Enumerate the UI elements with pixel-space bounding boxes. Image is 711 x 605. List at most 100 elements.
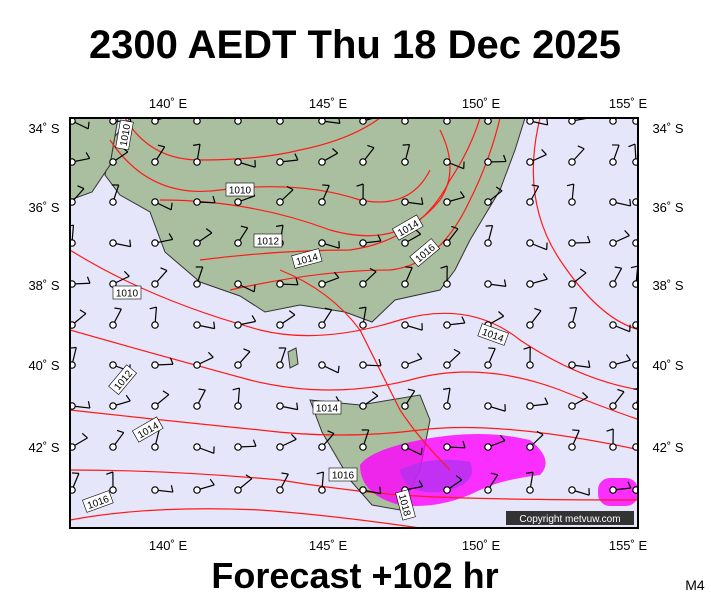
station bbox=[402, 199, 408, 205]
station bbox=[319, 281, 325, 287]
station bbox=[569, 159, 575, 165]
isobar-label: 1010 bbox=[113, 286, 141, 300]
model: M4 bbox=[685, 577, 705, 593]
lon-label-top: 150˚ E bbox=[462, 96, 501, 111]
forecast: Forecast +102 hr bbox=[211, 555, 498, 596]
lat-label-right: 36˚ S bbox=[652, 200, 683, 215]
map-area: 1010101010121014101410161010101410121014… bbox=[67, 103, 654, 528]
station bbox=[319, 240, 325, 246]
station bbox=[402, 322, 408, 328]
station bbox=[277, 322, 283, 328]
station bbox=[569, 403, 575, 409]
station bbox=[152, 322, 158, 328]
wind-feather bbox=[572, 430, 579, 431]
station bbox=[277, 281, 283, 287]
station bbox=[152, 444, 158, 450]
station bbox=[610, 281, 616, 287]
station bbox=[152, 199, 158, 205]
station bbox=[485, 240, 491, 246]
lon-label-top: 145˚ E bbox=[309, 96, 348, 111]
lat-label-left: 40˚ S bbox=[28, 358, 59, 373]
station bbox=[360, 362, 366, 368]
station bbox=[110, 362, 116, 368]
lat-label-left: 34˚ S bbox=[28, 121, 59, 136]
station bbox=[360, 159, 366, 165]
wind-feather bbox=[274, 103, 281, 105]
rain-area-east bbox=[598, 478, 638, 506]
station bbox=[319, 362, 325, 368]
wind-feather bbox=[449, 104, 456, 105]
station bbox=[527, 322, 533, 328]
isobar-label-text: 1012 bbox=[257, 237, 280, 248]
station bbox=[569, 322, 575, 328]
station bbox=[110, 403, 116, 409]
station bbox=[610, 322, 616, 328]
isobar-label-text: 1010 bbox=[229, 186, 252, 197]
station bbox=[194, 403, 200, 409]
station bbox=[319, 487, 325, 493]
lat-label-right: 38˚ S bbox=[652, 278, 683, 293]
station bbox=[610, 444, 616, 450]
station bbox=[610, 240, 616, 246]
station bbox=[610, 199, 616, 205]
station bbox=[152, 281, 158, 287]
isobar-label: 1016 bbox=[329, 468, 357, 482]
lon-label-bottom: 140˚ E bbox=[149, 538, 188, 553]
station bbox=[360, 403, 366, 409]
station bbox=[610, 403, 616, 409]
station bbox=[527, 281, 533, 287]
station bbox=[152, 240, 158, 246]
isobar-label: 1012 bbox=[254, 234, 282, 248]
station bbox=[110, 487, 116, 493]
station bbox=[402, 240, 408, 246]
station bbox=[569, 444, 575, 450]
station bbox=[402, 281, 408, 287]
station bbox=[235, 240, 241, 246]
station bbox=[235, 199, 241, 205]
isobar-label: 1010 bbox=[226, 183, 254, 197]
wind-feather bbox=[403, 145, 410, 146]
station bbox=[277, 362, 283, 368]
station bbox=[360, 281, 366, 287]
wind-feather bbox=[204, 105, 210, 108]
lon-label-bottom: 150˚ E bbox=[462, 538, 501, 553]
station bbox=[569, 240, 575, 246]
station bbox=[277, 199, 283, 205]
lat-label-right: 34˚ S bbox=[652, 121, 683, 136]
station bbox=[152, 362, 158, 368]
copyright: Copyright metvuw.com bbox=[519, 514, 620, 525]
station bbox=[194, 199, 200, 205]
station bbox=[402, 403, 408, 409]
wind-feather bbox=[652, 318, 654, 325]
station bbox=[319, 444, 325, 450]
wind-feather bbox=[646, 477, 651, 482]
station bbox=[527, 444, 533, 450]
wind-feather bbox=[413, 106, 419, 110]
station bbox=[194, 362, 200, 368]
station bbox=[485, 159, 491, 165]
station bbox=[194, 444, 200, 450]
station bbox=[194, 240, 200, 246]
station bbox=[319, 199, 325, 205]
station bbox=[485, 444, 491, 450]
station bbox=[444, 281, 450, 287]
station bbox=[235, 362, 241, 368]
station bbox=[235, 322, 241, 328]
wind-feather bbox=[322, 185, 329, 186]
station bbox=[444, 403, 450, 409]
wind-feather bbox=[642, 227, 648, 230]
wind-feather bbox=[421, 448, 422, 455]
station bbox=[485, 281, 491, 287]
isobar-label: 1014 bbox=[313, 401, 341, 415]
station bbox=[610, 362, 616, 368]
station bbox=[402, 159, 408, 165]
title: 2300 AEDT Thu 18 Dec 2025 bbox=[89, 23, 621, 67]
station bbox=[152, 159, 158, 165]
station bbox=[527, 159, 533, 165]
station bbox=[485, 362, 491, 368]
station bbox=[235, 159, 241, 165]
lat-label-right: 42˚ S bbox=[652, 440, 683, 455]
station bbox=[444, 159, 450, 165]
station bbox=[194, 159, 200, 165]
